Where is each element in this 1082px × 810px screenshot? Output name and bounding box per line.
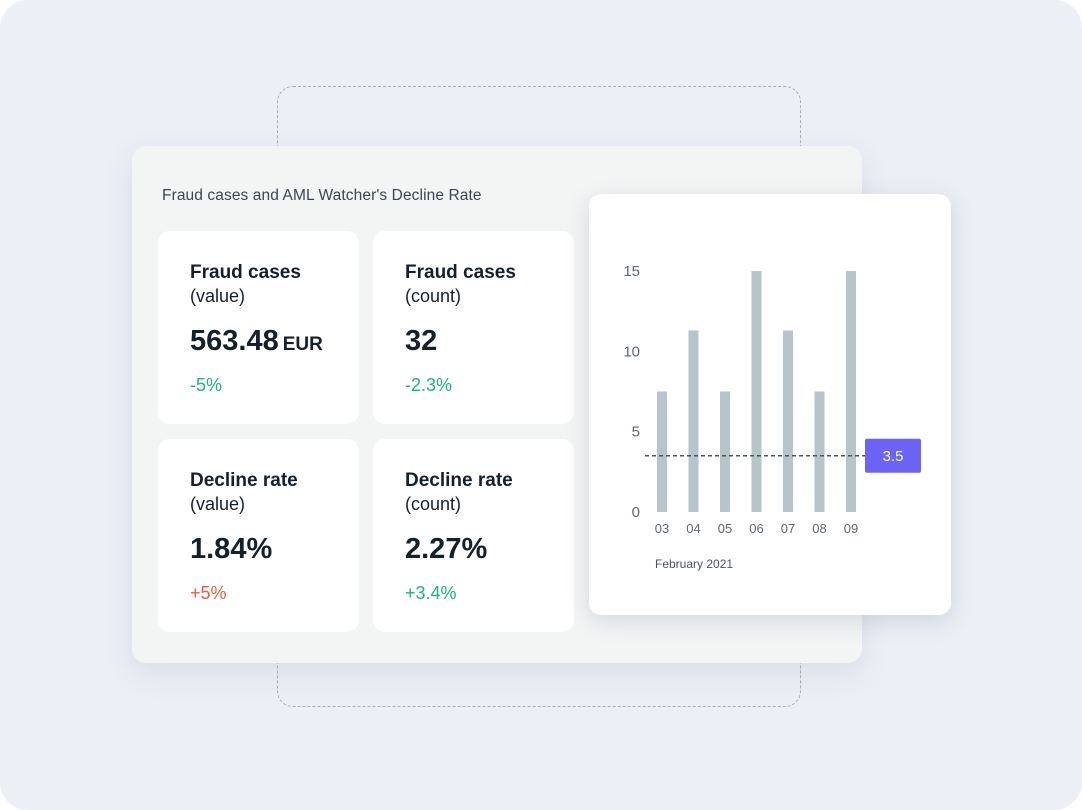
stat-card-change: +3.4% bbox=[405, 583, 457, 603]
stat-card-change: -2.3% bbox=[405, 375, 453, 395]
x-tick-label: 05 bbox=[718, 521, 732, 536]
stat-card-change: -5% bbox=[190, 375, 223, 395]
stat-card-value: 32 bbox=[405, 325, 438, 357]
x-tick-label: 06 bbox=[749, 521, 763, 536]
stat-value-number: 563.48 bbox=[190, 325, 279, 357]
stat-card-fraud-count: Fraud cases (count) 32 -2.3% bbox=[373, 231, 574, 424]
panel-title: Fraud cases and AML Watcher's Decline Ra… bbox=[162, 187, 482, 204]
stat-card-change: +5% bbox=[190, 583, 227, 603]
stat-value-unit: EUR bbox=[282, 334, 323, 355]
stat-card-value: 1.84% bbox=[190, 533, 273, 565]
stat-card-subtitle: (count) bbox=[405, 494, 462, 514]
x-tick-label: 04 bbox=[686, 521, 700, 536]
bar bbox=[657, 391, 667, 512]
bar bbox=[720, 391, 730, 512]
stat-card-subtitle: (value) bbox=[190, 286, 246, 306]
bar bbox=[846, 271, 856, 512]
stat-card-title: Decline rate bbox=[405, 470, 513, 491]
bar bbox=[814, 391, 825, 512]
x-tick-label: 09 bbox=[844, 521, 858, 536]
x-axis-label: February 2021 bbox=[655, 557, 733, 571]
stat-card-title: Decline rate bbox=[190, 470, 298, 491]
stat-card-value: 563.48 EUR bbox=[190, 325, 323, 358]
stat-card-title: Fraud cases bbox=[405, 262, 516, 283]
stat-card-title: Fraud cases bbox=[190, 262, 301, 283]
stat-card-fraud-value: Fraud cases (value) 563.48 EUR -5% bbox=[158, 231, 359, 424]
y-tick-label: 15 bbox=[623, 263, 640, 280]
x-tick-label: 07 bbox=[781, 521, 795, 536]
bar bbox=[751, 271, 762, 512]
y-tick-label: 5 bbox=[632, 424, 640, 441]
y-tick-label: 10 bbox=[623, 343, 640, 360]
bar bbox=[783, 330, 793, 512]
reference-label: 3.5 bbox=[883, 448, 904, 465]
bar-chart-card: 0 5 10 15 03 04 05 06 07 08 09 3.5 February 2021 bbox=[589, 194, 951, 615]
y-tick-label: 0 bbox=[632, 504, 640, 521]
stat-card-value: 2.27% bbox=[405, 533, 488, 565]
bar bbox=[688, 330, 699, 512]
stat-card-decline-count: Decline rate (count) 2.27% +3.4% bbox=[373, 439, 574, 632]
x-tick-label: 08 bbox=[812, 521, 826, 536]
stat-card-subtitle: (count) bbox=[405, 286, 462, 306]
x-tick-label: 03 bbox=[655, 521, 669, 536]
reference-marker bbox=[865, 438, 921, 473]
stat-card-subtitle: (value) bbox=[190, 494, 246, 514]
stat-card-decline-value: Decline rate (value) 1.84% +5% bbox=[158, 439, 359, 632]
